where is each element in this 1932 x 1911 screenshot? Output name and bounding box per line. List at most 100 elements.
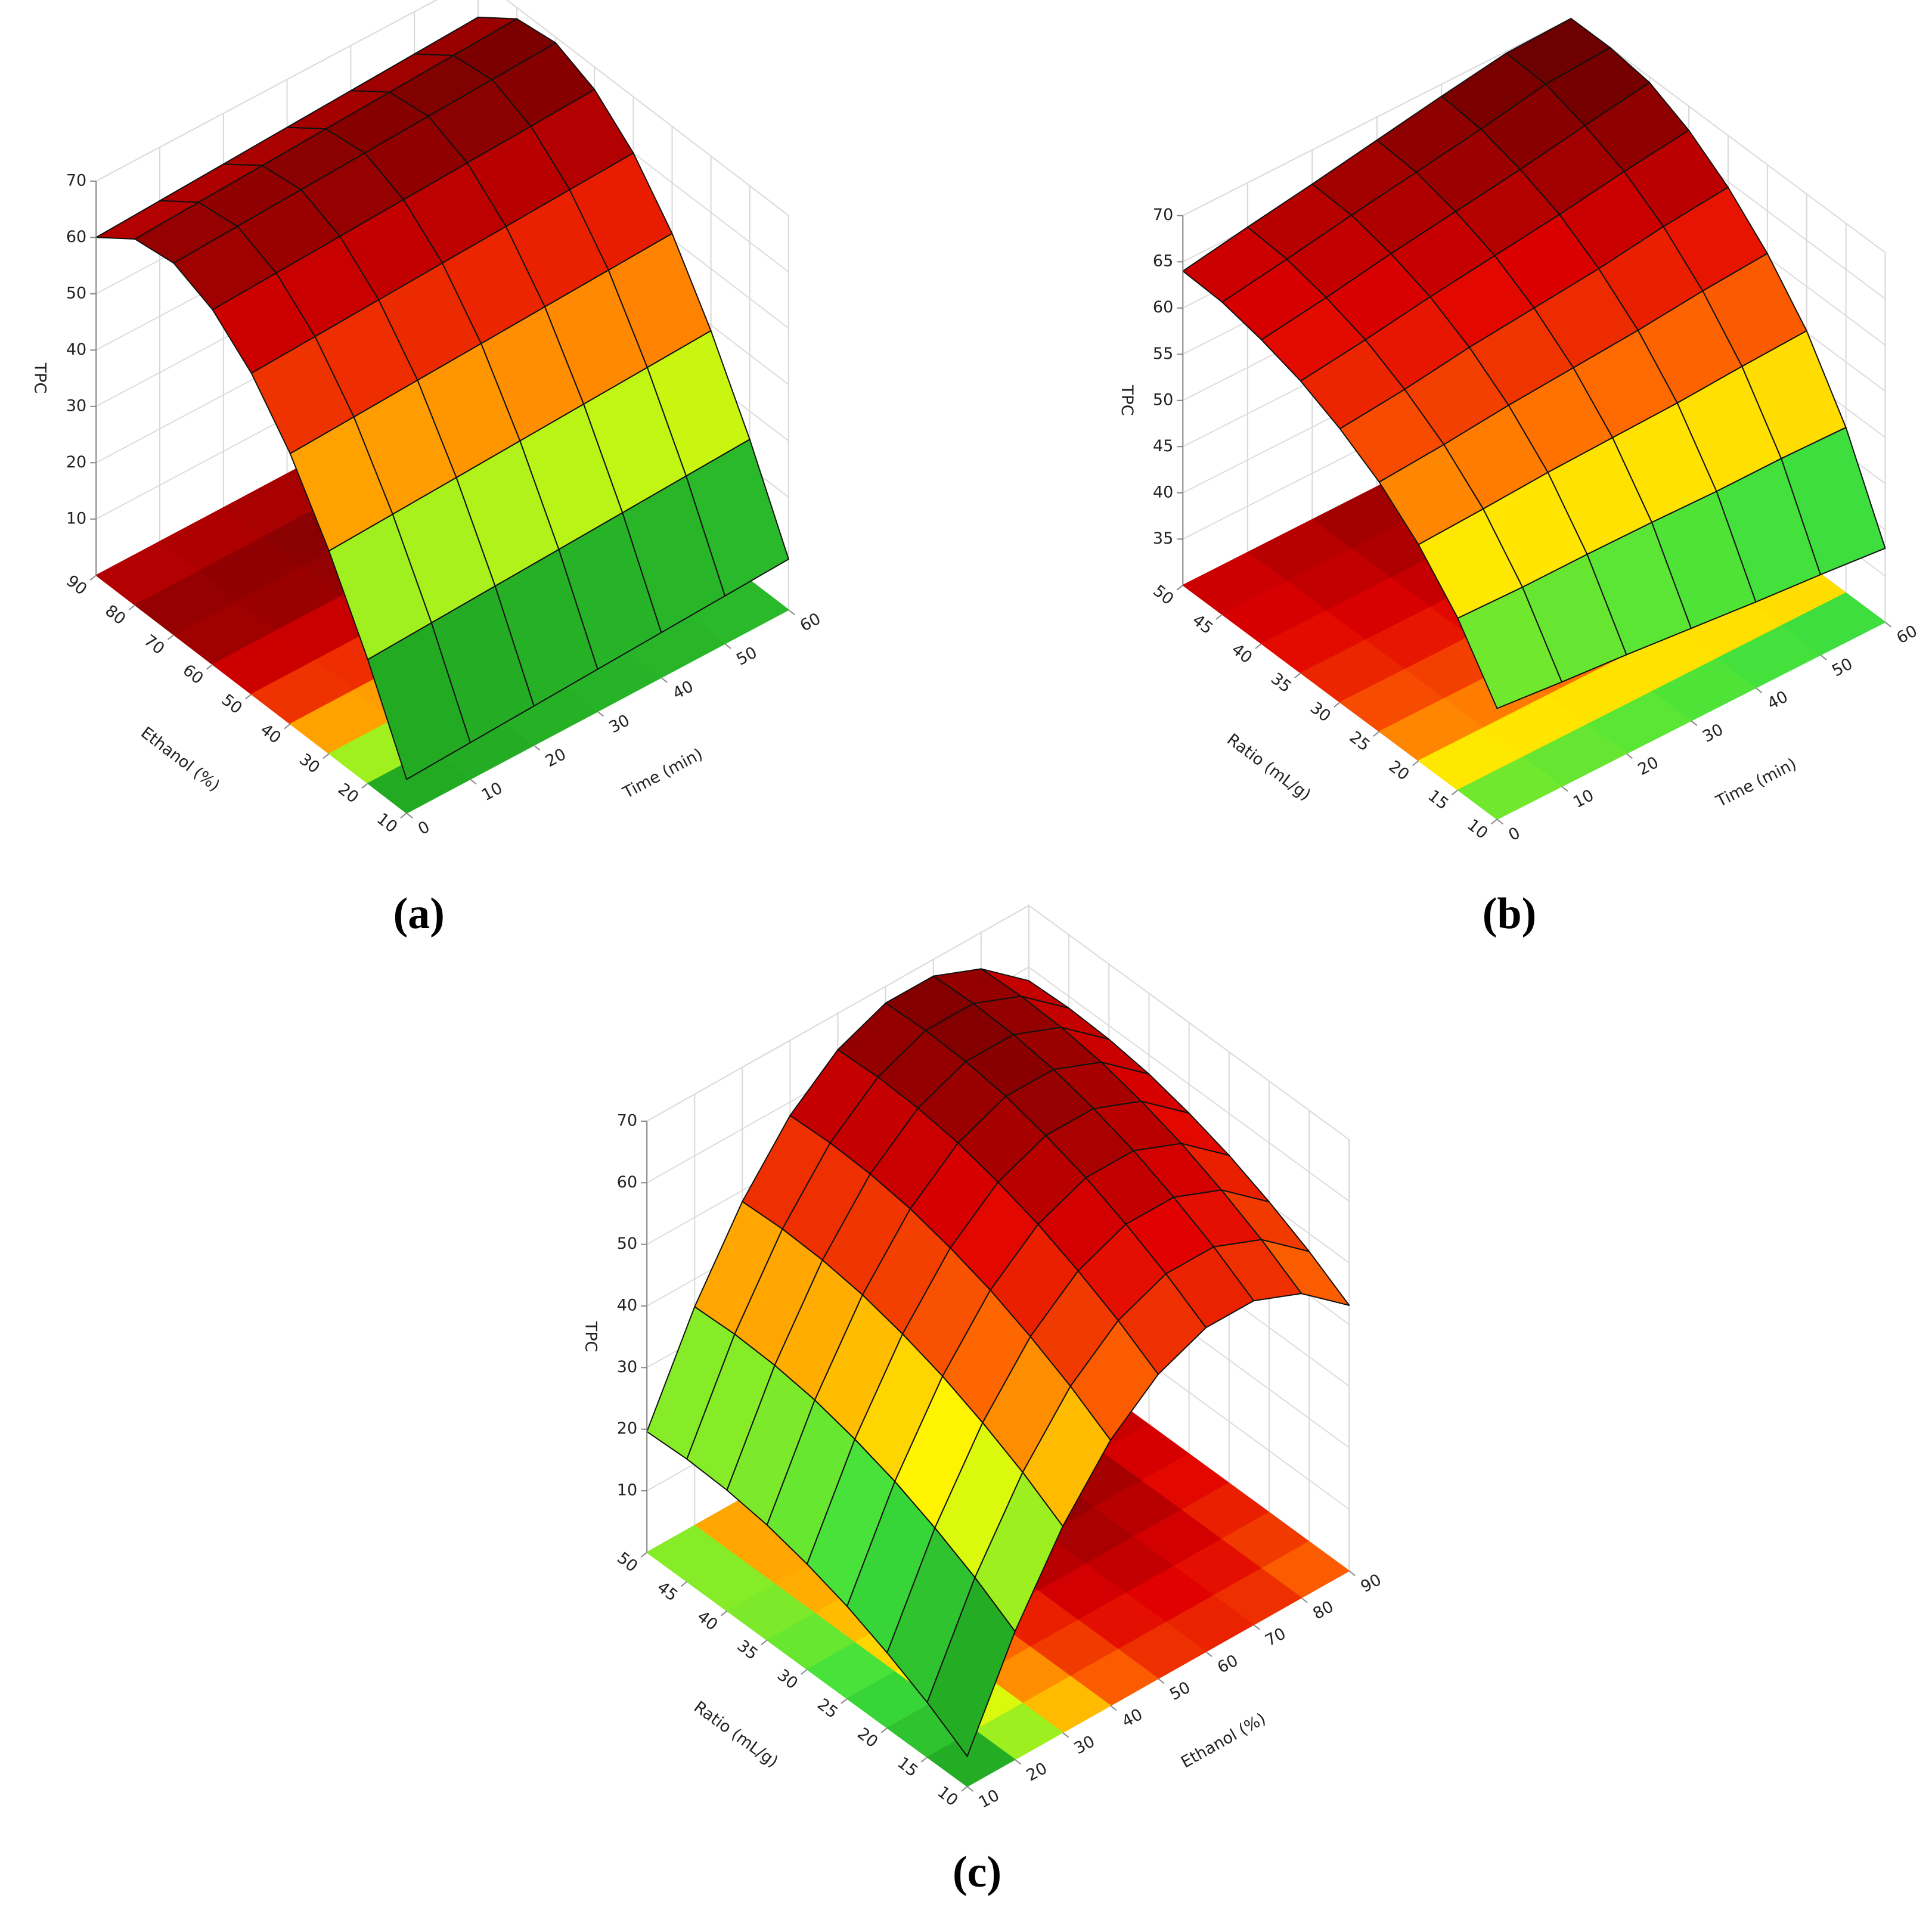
y-axis-label: Ratio (mL/g) <box>1223 730 1314 804</box>
y-tick-label: 10 <box>373 809 401 837</box>
y-tick <box>1215 614 1223 620</box>
x-tick-label: 40 <box>1119 1705 1146 1732</box>
y-tick-label: 20 <box>1385 757 1413 784</box>
z-tick-label: 30 <box>617 1358 637 1376</box>
surface-cell <box>926 1577 1016 1757</box>
y-tick <box>841 1698 848 1704</box>
z-tick-label: 65 <box>1153 252 1173 271</box>
y-tick-label: 15 <box>894 1754 921 1781</box>
y-tick-label: 90 <box>63 572 90 599</box>
x-tick-label: 80 <box>1310 1597 1336 1624</box>
grid-line <box>95 0 789 216</box>
x-tick <box>1110 1705 1117 1711</box>
y-tick <box>400 812 407 818</box>
floor-contour <box>1457 756 1563 820</box>
z-tick-label: 20 <box>617 1419 637 1438</box>
x-tick <box>597 711 604 717</box>
y-tick-label: 80 <box>101 601 129 629</box>
x-tick <box>1301 1597 1308 1603</box>
y-tick <box>801 1668 808 1675</box>
y-tick-label: 15 <box>1424 786 1452 814</box>
x-tick-label: 90 <box>1358 1571 1385 1597</box>
y-tick <box>1412 760 1419 767</box>
y-tick-label: 20 <box>334 780 362 807</box>
z-axis-label: TPC <box>31 362 49 394</box>
x-tick <box>534 744 541 751</box>
x-tick <box>788 609 795 615</box>
y-tick-label: 30 <box>296 750 323 777</box>
x-tick-label: 50 <box>1829 654 1856 681</box>
x-tick <box>1884 622 1892 628</box>
x-tick <box>406 812 413 818</box>
x-tick-label: 30 <box>1700 720 1726 746</box>
z-axis-label: TPC <box>1118 384 1136 416</box>
surface-panel: 35 40 45 50 55 60 65 70 TPC 0 10 20 30 40 50 60 Time (mi… <box>1118 17 1921 938</box>
x-tick-label: 20 <box>1024 1759 1050 1785</box>
y-tick-label: 40 <box>257 720 284 747</box>
y-tick-label: 45 <box>653 1578 681 1605</box>
x-tick <box>660 677 668 683</box>
y-tick <box>680 1581 687 1587</box>
x-tick-label: 40 <box>670 677 697 703</box>
x-tick-label: 0 <box>1506 824 1524 845</box>
y-tick-label: 25 <box>814 1695 841 1723</box>
x-tick-label: 40 <box>1764 687 1791 713</box>
y-tick-label: 35 <box>734 1636 761 1664</box>
x-tick-label: 60 <box>797 609 824 635</box>
y-tick <box>920 1757 928 1763</box>
y-tick <box>1334 702 1341 708</box>
surface-cell <box>1457 587 1562 709</box>
z-tick-label: 60 <box>66 228 86 246</box>
z-tick-label: 40 <box>1153 483 1173 501</box>
y-tick <box>880 1727 888 1733</box>
x-tick <box>1691 720 1698 726</box>
z-tick-label: 50 <box>66 284 86 302</box>
z-tick-label: 50 <box>1153 390 1173 409</box>
y-tick <box>720 1610 728 1617</box>
y-tick <box>1255 643 1262 649</box>
x-tick <box>966 1786 974 1792</box>
y-tick-label: 10 <box>1463 815 1491 843</box>
z-tick-label: 60 <box>617 1173 637 1192</box>
grid-line <box>646 905 1350 1140</box>
z-tick-label: 20 <box>66 453 86 471</box>
y-tick-label: 30 <box>1307 699 1334 726</box>
y-tick <box>1373 731 1380 737</box>
z-tick-label: 10 <box>617 1481 637 1500</box>
y-tick <box>128 604 135 610</box>
x-tick-label: 60 <box>1214 1651 1241 1677</box>
z-tick-label: 45 <box>1153 437 1173 455</box>
x-tick <box>1820 654 1827 660</box>
x-tick <box>724 643 731 649</box>
z-tick-label: 50 <box>617 1234 637 1253</box>
x-tick <box>1158 1678 1165 1684</box>
panel-label: (b) <box>1483 889 1536 938</box>
x-tick-label: 10 <box>479 779 506 805</box>
y-tick <box>1451 789 1459 796</box>
y-tick <box>960 1786 968 1792</box>
y-tick <box>1176 585 1183 591</box>
surface-panel: 10 20 30 40 50 60 70 TPC 0 10 20 30 40 50 60 Time (min)… <box>31 0 824 938</box>
x-axis-label: Ethanol (%) <box>1178 1710 1269 1772</box>
x-tick <box>1205 1651 1212 1657</box>
y-tick-label: 50 <box>613 1549 641 1576</box>
y-tick-label: 40 <box>694 1607 721 1634</box>
y-tick-label: 10 <box>934 1783 962 1810</box>
x-tick <box>1755 687 1763 693</box>
panel-label: (c) <box>953 1848 1001 1897</box>
surface-cell <box>367 622 471 780</box>
surface-panel: 10 20 30 40 50 60 70 TPC 10 20 30 40 50 60 70 80 90 Ethan… <box>582 904 1385 1897</box>
x-tick-label: 30 <box>606 711 633 737</box>
z-tick-label: 60 <box>1153 298 1173 317</box>
x-tick-label: 60 <box>1894 622 1921 648</box>
x-tick-label: 30 <box>1071 1732 1098 1758</box>
y-axis-label: Ratio (mL/g) <box>690 1698 782 1771</box>
y-tick-label: 45 <box>1189 611 1216 638</box>
x-tick <box>1348 1570 1356 1577</box>
x-tick <box>1496 818 1503 825</box>
y-tick <box>89 575 97 581</box>
z-tick-label: 70 <box>617 1111 637 1130</box>
x-tick-label: 10 <box>1570 786 1597 812</box>
z-axis-label: TPC <box>582 1321 600 1352</box>
z-tick-label: 55 <box>1153 345 1173 363</box>
